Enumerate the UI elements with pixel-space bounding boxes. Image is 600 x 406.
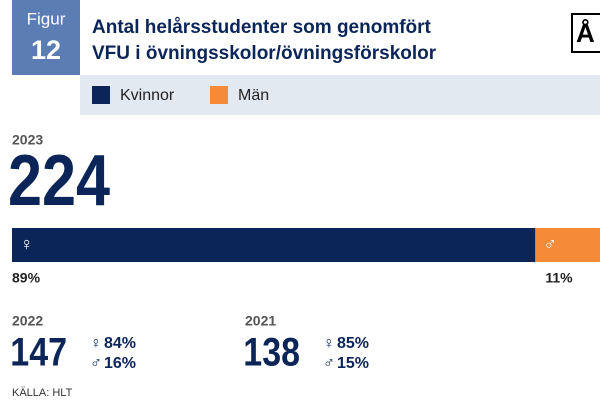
legend-label: Män <box>238 87 269 104</box>
title-line: Antal helårsstudenter som genomfört <box>92 17 432 38</box>
total: 147 <box>10 329 67 374</box>
figure-box <box>12 0 80 75</box>
year: 2021 <box>245 313 276 329</box>
year: 2022 <box>12 313 43 329</box>
legend-swatch <box>92 86 110 104</box>
bar-symbol: ♂ <box>543 234 557 254</box>
title-line: VFU i övningsskolor/övningsförskolor <box>92 43 437 64</box>
figure-label: Figur <box>27 9 66 28</box>
corner-box <box>571 13 600 53</box>
share-symbol: ♀ <box>323 335 335 352</box>
legend-swatch <box>210 86 228 104</box>
legend-band <box>80 75 600 115</box>
bar-symbol: ♀ <box>20 234 34 254</box>
share-symbol: ♀ <box>90 335 102 352</box>
corner-letter: Å <box>576 18 595 48</box>
figure-number: 12 <box>31 35 61 65</box>
share-label: 11% <box>545 270 573 286</box>
bar-segment <box>535 228 600 262</box>
year: 2023 <box>12 132 43 148</box>
share-symbol: ♂ <box>323 355 335 372</box>
share-label: 16% <box>104 355 136 372</box>
legend-label: Kvinnor <box>120 87 175 104</box>
share-symbol: ♂ <box>90 355 102 372</box>
source: KÄLLA: HLT <box>12 387 73 399</box>
total: 138 <box>243 329 300 374</box>
share-label: 15% <box>337 355 369 372</box>
share-label: 85% <box>337 335 369 352</box>
share-label: 84% <box>104 335 136 352</box>
share-label: 89% <box>12 270 41 286</box>
bar-segment <box>12 228 536 262</box>
total: 224 <box>8 141 110 221</box>
